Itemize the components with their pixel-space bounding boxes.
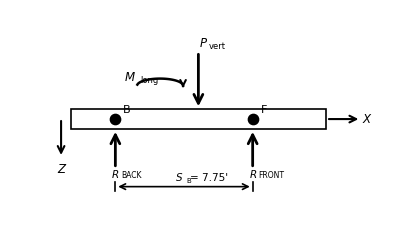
Text: FRONT: FRONT — [258, 171, 284, 180]
Text: long: long — [140, 76, 159, 85]
Text: Z: Z — [57, 163, 65, 176]
Text: F: F — [261, 105, 267, 115]
Point — [249, 117, 256, 121]
Text: P: P — [200, 37, 207, 50]
Text: B: B — [123, 105, 131, 115]
Text: S: S — [176, 173, 183, 183]
Text: X: X — [363, 113, 371, 126]
Text: B: B — [186, 178, 191, 184]
Text: BACK: BACK — [121, 171, 142, 180]
Bar — [71, 109, 326, 129]
Point — [112, 117, 119, 121]
Text: = 7.75': = 7.75' — [190, 173, 228, 183]
Text: R: R — [249, 170, 257, 180]
Text: vert: vert — [208, 42, 226, 51]
Text: M: M — [124, 71, 134, 84]
Text: R: R — [112, 170, 119, 180]
